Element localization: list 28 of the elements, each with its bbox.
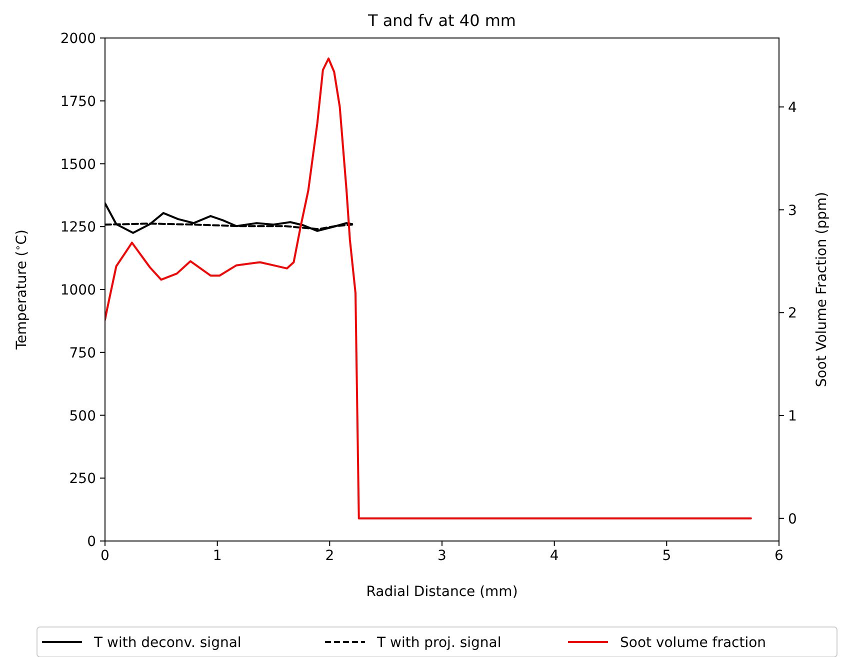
x-axis-title: Radial Distance (mm) [366,584,518,600]
line-series [105,58,752,520]
y2-tick-label: 0 [788,511,797,528]
y-tick-label: 1250 [60,220,96,236]
x-tick-label: 0 [100,548,110,564]
y-tick-label: 0 [87,534,96,550]
x-tick-label: 3 [438,548,446,564]
y2-tick-label: 3 [788,202,797,219]
x-tick-label: 6 [774,548,784,564]
y-tick-label: 750 [69,345,96,362]
x-tick-label: 5 [662,548,672,564]
y-tick-label: 1500 [60,156,96,173]
legend-label: Soot volume fraction [620,635,766,651]
y-tick-label: 500 [69,408,96,424]
chart-title: T and fv at 40 mm [366,11,516,30]
y2-axis-title: Soot Volume Fraction (ppm) [814,192,830,388]
x-tick-label: 1 [212,548,222,564]
legend-label: T with proj. signal [376,635,502,651]
y-tick-label: 1000 [60,282,96,298]
y2-tick-label: 1 [788,408,797,425]
y2-tick-label: 4 [788,100,797,116]
y-tick-label: 1750 [60,94,96,110]
y-tick-label: 2000 [60,31,96,47]
x-tick-label: 2 [325,548,334,564]
x-tick-label: 4 [550,548,559,564]
legend-label: T with deconv. signal [93,635,242,651]
y2-tick-label: 2 [788,306,797,322]
y-tick-label: 250 [69,471,96,488]
